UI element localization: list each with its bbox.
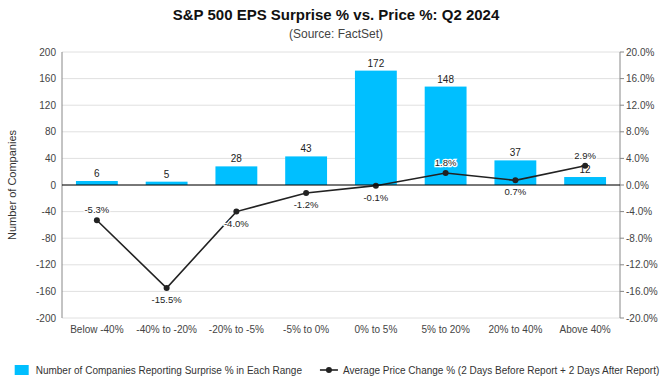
bar-label: 148 [437,74,454,85]
y-axis-label: Number of Companies [6,129,18,240]
grid-line [62,105,620,106]
y2-tick-label: 8.0% [626,126,649,137]
legend-label: Average Price Change % (2 Days Before Re… [343,365,659,376]
y2-tick-label: -4.0% [626,206,652,217]
grid-line [62,78,620,79]
bar-label: 43 [301,143,313,154]
y2-tick-label: 20.0% [626,47,654,58]
bar [285,156,327,185]
line-label: -0.1% [363,192,388,203]
line-label: -15.5% [152,294,183,305]
bar [215,166,257,185]
bar [494,160,536,185]
y2-tick-label: 0.0% [626,180,649,191]
y-tick-label: -160 [36,286,56,297]
y2-tick-label: 4.0% [626,153,649,164]
marks [76,71,606,291]
y-tick-label: 160 [39,73,56,84]
x-tick-label: 20% to 40% [488,324,542,335]
y-tick-label: 200 [39,47,56,58]
legend-item: Number of Companies Reporting Surprise %… [15,365,303,376]
y2-tick [620,158,624,159]
x-tick-label: -20% to -5% [209,324,264,335]
bar-label: 12 [580,164,592,175]
y2-tick [620,105,624,106]
line-label: 0.7% [505,186,527,197]
grid-line [62,185,620,186]
line-label: -5.3% [84,204,109,215]
line-marker [94,217,100,223]
subtitle: (Source: FactSet) [289,27,383,41]
y2-tick [620,264,624,265]
bar-label: 5 [164,169,170,180]
grid-line [62,211,620,212]
y-tick-label: 0 [50,180,56,191]
bar [355,71,397,185]
y2-tick-label: -20.0% [626,313,658,324]
bar [425,87,467,185]
x-tick-label: -40% to -20% [136,324,197,335]
line-marker [233,209,239,215]
x-tick-label: 5% to 20% [421,324,469,335]
y2-tick [620,211,624,212]
line-label: 1.8% [435,157,457,168]
axes: -200 -160 -120 -80 -40 0 40 80 120 160 200 -20.0% -1… [36,47,658,336]
line-label: -1.2% [294,199,319,210]
y2-tick [620,238,624,239]
y-tick-label: -120 [36,259,56,270]
y-tick-label: 40 [45,153,57,164]
line-marker [164,285,170,291]
bar-label: 172 [368,58,385,69]
bar [76,181,118,185]
grid-line [62,318,620,319]
y2-tick [620,52,624,53]
y2-tick [620,185,624,186]
y2-tick-label: -8.0% [626,233,652,244]
legend-swatch [15,365,29,375]
y2-tick-label: -16.0% [626,286,658,297]
y2-tick-label: 12.0% [626,100,654,111]
y2-tick [620,131,624,132]
y2-tick-label: 16.0% [626,73,654,84]
line-label: 2.9% [574,150,596,161]
y2-tick-label: -12.0% [626,259,658,270]
line-marker [373,183,379,189]
line-label: -4.0% [224,218,249,229]
y2-tick [620,318,624,319]
chart: S&P 500 EPS Surprise % vs. Price %: Q2 2… [0,0,672,384]
zero-line [62,185,620,186]
data-labels: 6 5 28 43 172 148 37 12 -5.3% -15.5% -4.0% -1.2% -0.… [84,58,596,305]
y-tick-label: -80 [42,233,57,244]
legend-marker [326,367,332,373]
grid-line [62,158,620,159]
x-tick-label: Above 40% [560,324,611,335]
legend-label: Number of Companies Reporting Surprise %… [36,365,303,376]
y2-tick [620,291,624,292]
line [97,166,585,288]
line-marker [512,177,518,183]
y-tick-label: -40 [42,206,57,217]
line-marker [443,170,449,176]
grid-line [62,52,620,53]
legend: Number of Companies Reporting Surprise %… [15,365,660,376]
y-tick-label: 80 [45,126,57,137]
bar-label: 6 [94,168,100,179]
x-tick-label: -5% to 0% [283,324,329,335]
bar [564,177,606,185]
bar-label: 37 [510,147,522,158]
y-tick-label: 120 [39,100,56,111]
x-tick-label: Below -40% [70,324,123,335]
title: S&P 500 EPS Surprise % vs. Price %: Q2 2… [173,6,500,23]
grid-line [62,238,620,239]
x-tick-label: 0% to 5% [354,324,397,335]
grid-line [62,264,620,265]
y2-tick [620,78,624,79]
grid-line [62,131,620,132]
legend-item: Average Price Change % (2 Days Before Re… [320,365,659,376]
grid-line [62,291,620,292]
y-tick-label: -200 [36,313,56,324]
bar-label: 28 [231,153,243,164]
line-marker [303,190,309,196]
